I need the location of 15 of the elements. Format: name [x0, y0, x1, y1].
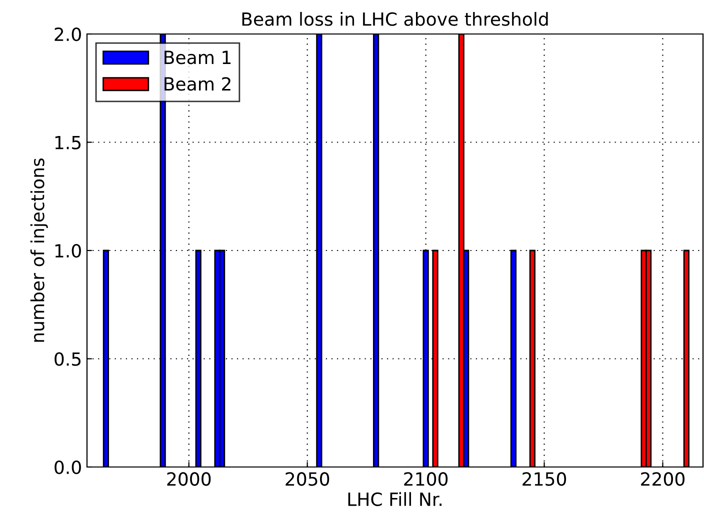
y-tick-label: 0.5 [54, 352, 81, 366]
y-axis-title: number of injections [30, 158, 48, 342]
y-tick-label: 1.5 [55, 136, 81, 150]
x-tick-label: 2000 [167, 472, 211, 486]
y-tick-label: 1.0 [55, 244, 81, 258]
x-tick-label: 2200 [641, 472, 684, 486]
legend-label: Beam 2 [164, 77, 230, 91]
y-tick-label: 2.0 [54, 27, 81, 42]
x-axis-title: LHC Fill Nr. [348, 492, 442, 506]
legend-label: Beam 1 [164, 50, 231, 64]
y-tick-label: 0.0 [54, 460, 81, 474]
x-tick-label: 2150 [522, 472, 566, 486]
chart-title: Beam loss in LHC above threshold [242, 12, 548, 26]
x-tick-label: 2100 [404, 472, 448, 486]
x-tick-label: 2050 [286, 472, 330, 486]
